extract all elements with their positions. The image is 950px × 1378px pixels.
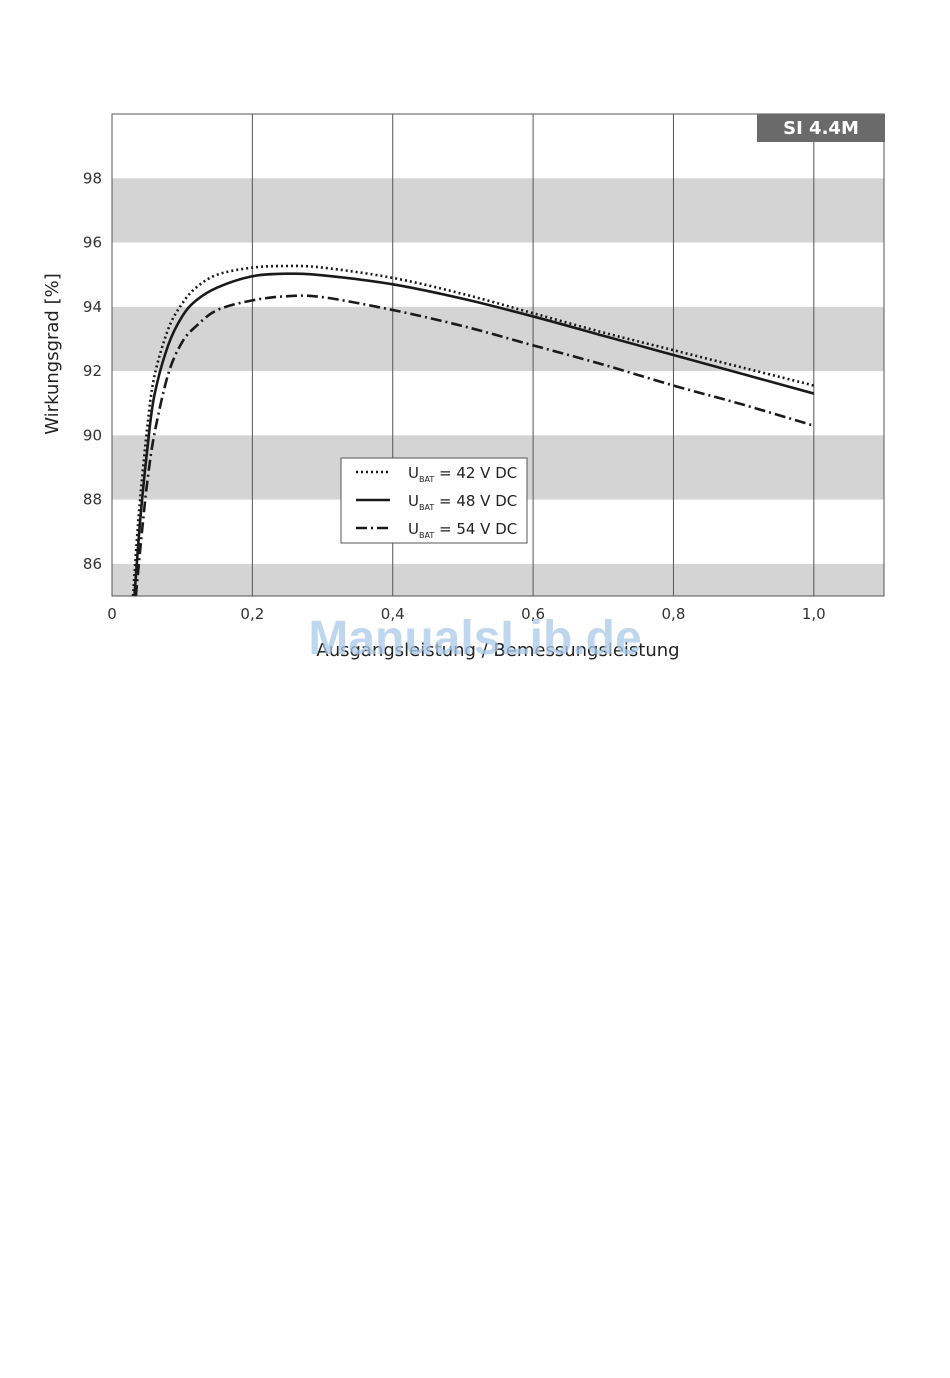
x-tick-label: 0,6 — [521, 605, 545, 623]
y-tick-label: 96 — [83, 234, 102, 252]
legend-label: UBAT = 54 V DC — [408, 520, 517, 540]
plot-frame — [111, 113, 885, 597]
watermark-text: ManualsLib.de — [308, 612, 641, 665]
y-axis-title: Wirkungsgrad [%] — [42, 273, 63, 434]
y-tick-label: 92 — [83, 362, 102, 380]
x-tick-label: 0,4 — [381, 605, 405, 623]
x-axis-title: Ausgangsleistung / Bemessungsleistung — [316, 640, 679, 661]
series-line-dashdot — [134, 294, 815, 597]
x-tick-label: 0 — [107, 605, 117, 623]
band-3 — [112, 178, 884, 243]
legend-label-rest: = 42 V DC — [434, 464, 517, 482]
legend-label-sub: BAT — [419, 531, 434, 540]
legend-label-main: U — [408, 492, 419, 510]
y-tick-label: 88 — [83, 491, 102, 509]
badge-background — [757, 114, 885, 142]
y-tick-label: 86 — [83, 555, 102, 573]
series-line-dotted — [131, 264, 815, 597]
legend-label-main: U — [408, 520, 419, 538]
legend-label-rest: = 54 V DC — [434, 520, 517, 538]
x-tick-labels: 0 0,2 0,4 0,6 0,8 1,0 — [107, 605, 826, 623]
x-tick-label: 0,8 — [662, 605, 686, 623]
y-tick-label: 90 — [83, 426, 102, 444]
legend-label: UBAT = 48 V DC — [408, 492, 517, 512]
y-tick-label: 98 — [83, 169, 102, 187]
x-tick-label: 0,2 — [240, 605, 264, 623]
series-lines — [131, 264, 815, 597]
band-2 — [112, 306, 884, 372]
legend-label: UBAT = 42 V DC — [408, 464, 517, 484]
series-line-solid — [133, 272, 815, 597]
legend-label-rest: = 48 V DC — [434, 492, 517, 510]
y-tick-labels: 86 88 90 92 94 96 98 — [83, 169, 102, 573]
x-tick-label: 1,0 — [802, 605, 826, 623]
legend-label-main: U — [408, 464, 419, 482]
badge: SI 4.4M — [757, 114, 885, 142]
legend-label-sub: BAT — [419, 475, 434, 484]
badge-label: SI 4.4M — [783, 118, 859, 139]
legend-label-sub: BAT — [419, 503, 434, 512]
y-tick-label: 94 — [83, 298, 102, 316]
band-0 — [112, 563, 884, 596]
